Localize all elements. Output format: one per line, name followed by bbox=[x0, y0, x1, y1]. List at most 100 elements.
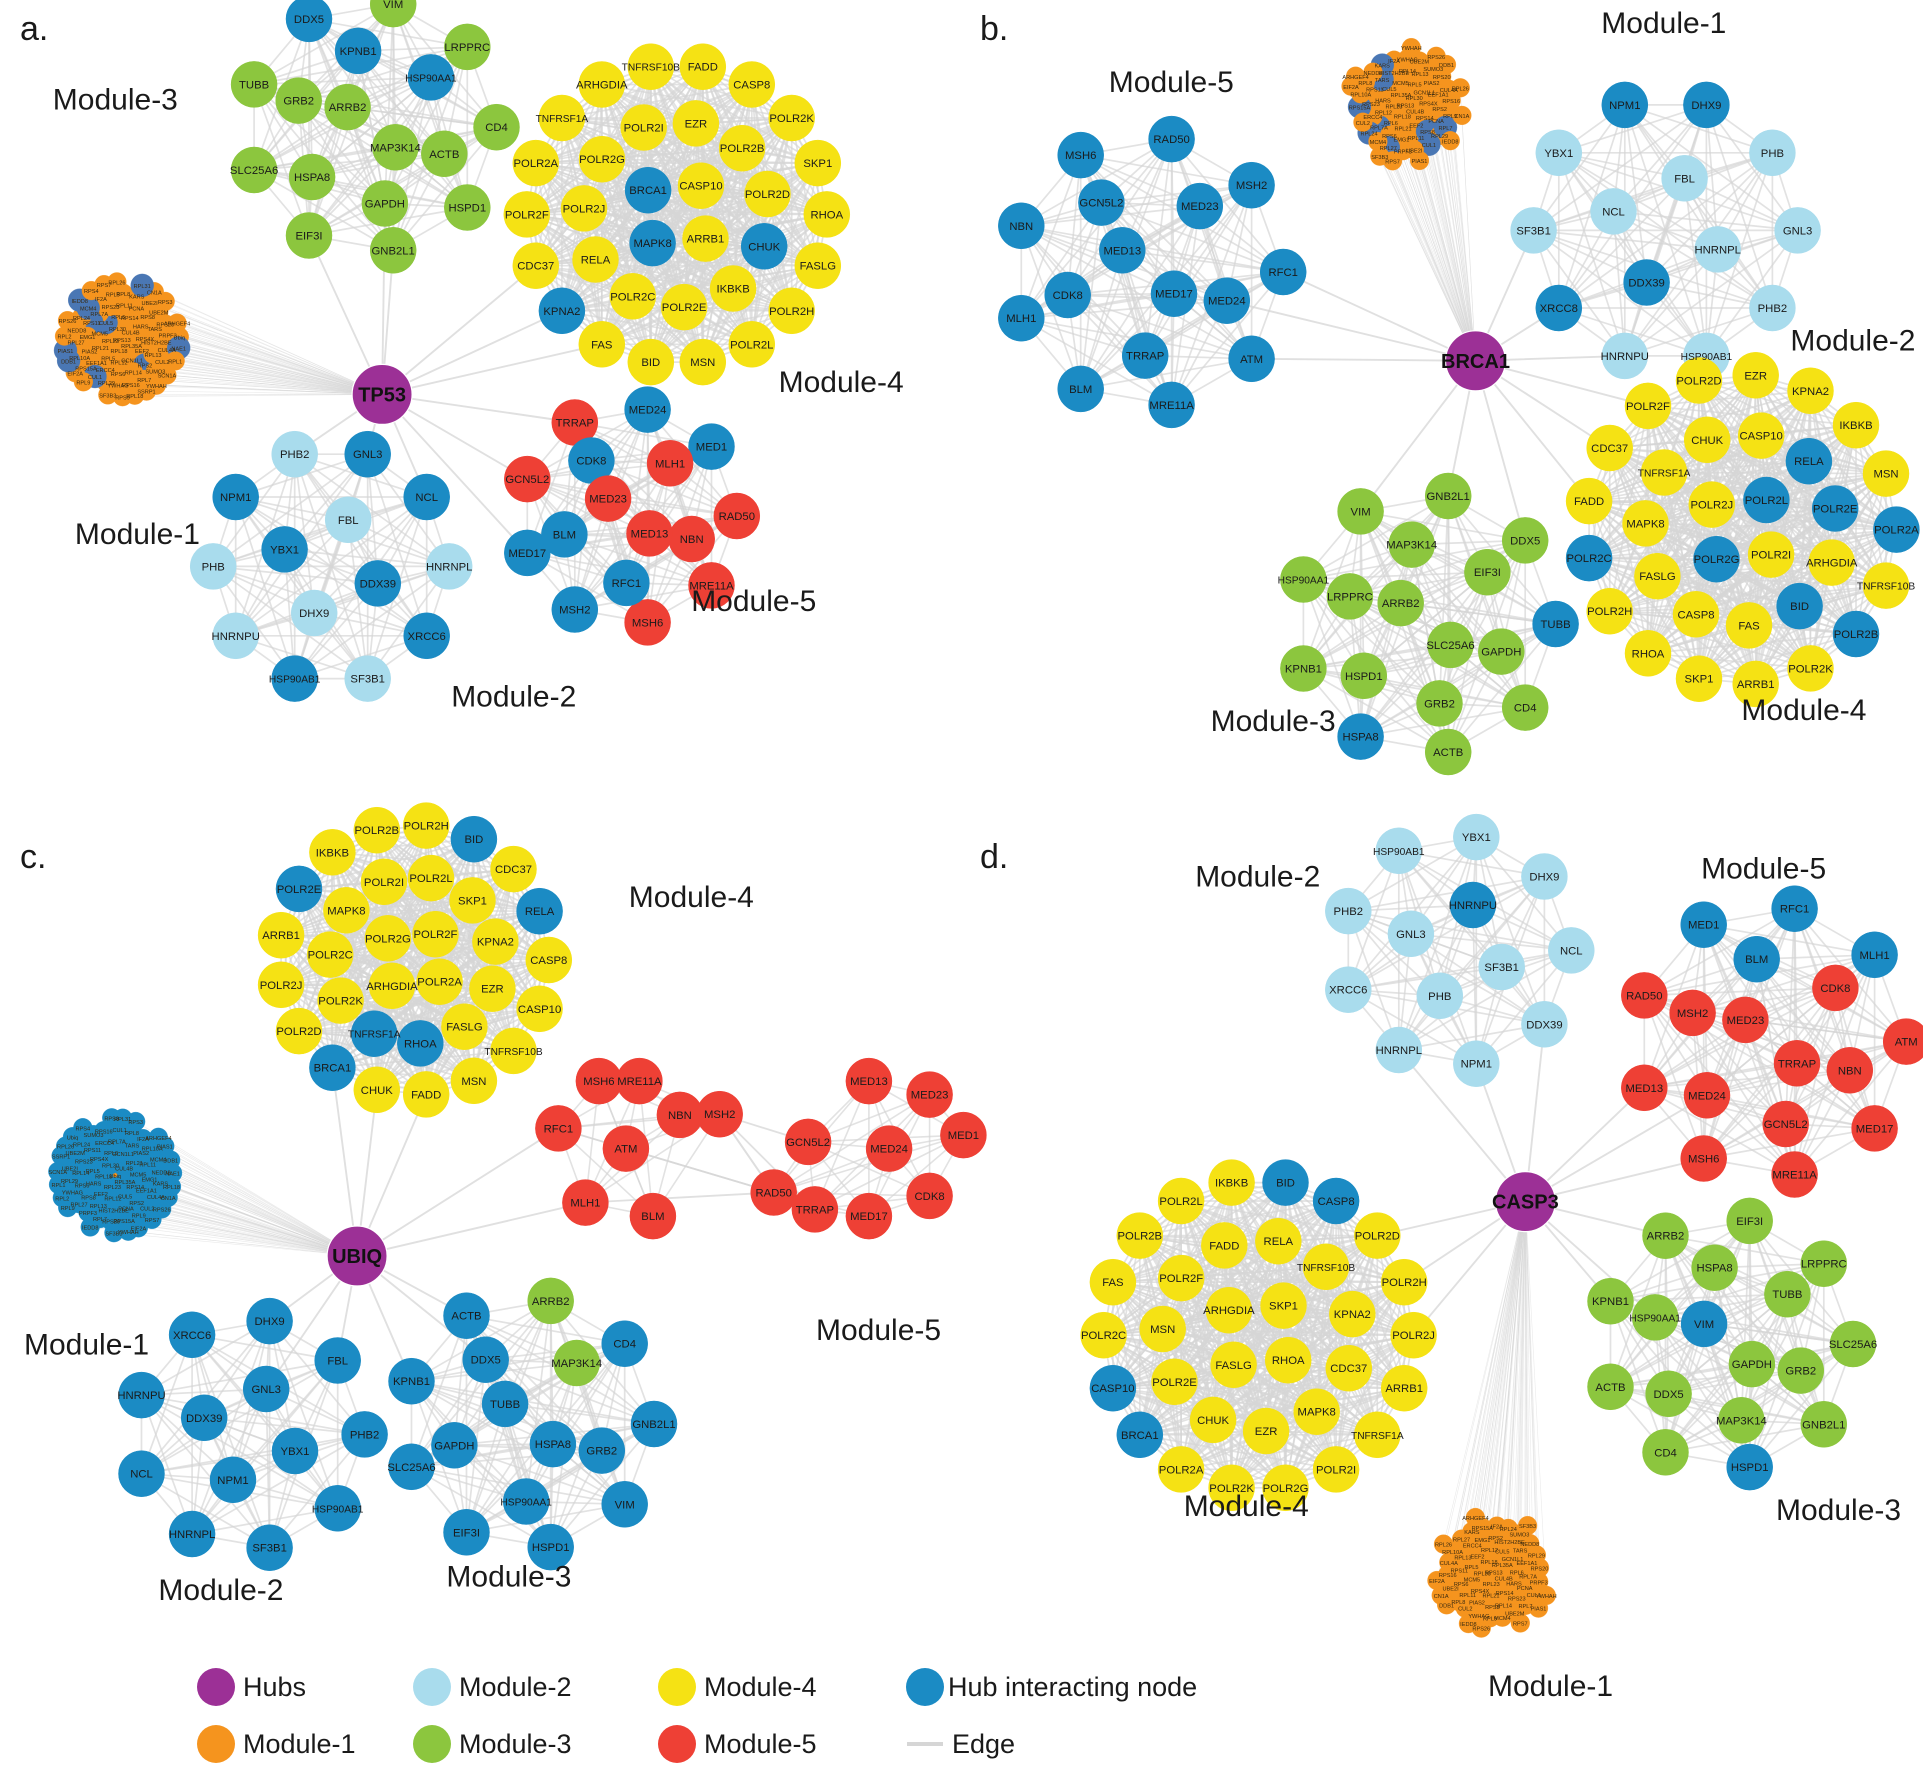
svg-text:ATM: ATM bbox=[1895, 1037, 1918, 1049]
svg-text:CN1A: CN1A bbox=[161, 1196, 176, 1202]
svg-text:BID: BID bbox=[464, 834, 483, 846]
svg-text:CUL1: CUL1 bbox=[112, 1128, 126, 1134]
svg-text:MAPK8: MAPK8 bbox=[1626, 518, 1664, 530]
svg-text:RPL26: RPL26 bbox=[1452, 86, 1469, 92]
svg-text:XRCC6: XRCC6 bbox=[1329, 985, 1367, 997]
svg-text:MAP3K14: MAP3K14 bbox=[1716, 1415, 1767, 1427]
svg-text:RFC1: RFC1 bbox=[1268, 267, 1298, 279]
svg-text:ARRB2: ARRB2 bbox=[1382, 598, 1420, 610]
svg-text:CASP10: CASP10 bbox=[679, 181, 722, 193]
svg-text:MED24: MED24 bbox=[629, 405, 667, 417]
svg-text:RPS11: RPS11 bbox=[83, 321, 100, 327]
svg-text:MED23: MED23 bbox=[1181, 201, 1219, 213]
svg-text:CASP8: CASP8 bbox=[733, 80, 770, 92]
svg-text:FADD: FADD bbox=[411, 1089, 441, 1101]
svg-text:HNRNPL: HNRNPL bbox=[426, 561, 472, 573]
svg-text:Module-1: Module-1 bbox=[243, 1729, 356, 1759]
svg-text:HSPA8: HSPA8 bbox=[535, 1439, 571, 1451]
svg-text:BRCA1: BRCA1 bbox=[629, 185, 667, 197]
svg-text:MSH2: MSH2 bbox=[559, 605, 590, 617]
svg-text:RPS16: RPS16 bbox=[1442, 99, 1460, 105]
svg-text:Module-3: Module-3 bbox=[1776, 1494, 1901, 1527]
svg-text:IKBKB: IKBKB bbox=[1839, 420, 1872, 432]
svg-text:MSH6: MSH6 bbox=[1688, 1154, 1719, 1166]
svg-text:GNB2L1: GNB2L1 bbox=[1427, 491, 1470, 503]
svg-text:RPL30: RPL30 bbox=[102, 1163, 119, 1169]
svg-text:RPL18: RPL18 bbox=[163, 1185, 180, 1191]
svg-text:CDC37: CDC37 bbox=[1330, 1363, 1367, 1375]
svg-text:RPS15A: RPS15A bbox=[1349, 106, 1371, 112]
svg-text:LRPPRC: LRPPRC bbox=[444, 42, 490, 54]
svg-text:POLR2C: POLR2C bbox=[308, 950, 353, 962]
svg-text:GNL3: GNL3 bbox=[353, 449, 383, 461]
svg-text:UBE2M: UBE2M bbox=[149, 310, 169, 316]
svg-text:POLR2A: POLR2A bbox=[514, 158, 559, 170]
svg-text:VIM: VIM bbox=[1351, 506, 1371, 518]
svg-text:TNFRSF10B: TNFRSF10B bbox=[1297, 1263, 1356, 1274]
svg-text:RELA: RELA bbox=[1264, 1236, 1294, 1248]
svg-text:NCL: NCL bbox=[415, 492, 438, 504]
svg-text:GCN5L2: GCN5L2 bbox=[505, 474, 549, 486]
svg-text:HSP90AA1: HSP90AA1 bbox=[1629, 1313, 1681, 1324]
svg-text:BLM: BLM bbox=[641, 1211, 664, 1223]
svg-text:DDB1: DDB1 bbox=[1439, 63, 1454, 69]
svg-text:Module-3: Module-3 bbox=[53, 84, 178, 117]
svg-text:GRB2: GRB2 bbox=[283, 96, 314, 108]
svg-text:POLR2J: POLR2J bbox=[563, 203, 606, 215]
svg-text:Module-2: Module-2 bbox=[158, 1574, 283, 1607]
svg-text:KARS: KARS bbox=[129, 294, 145, 300]
svg-text:CUL5: CUL5 bbox=[1382, 87, 1396, 93]
svg-text:YWHAH: YWHAH bbox=[118, 1230, 139, 1236]
svg-text:RPL24: RPL24 bbox=[73, 1142, 90, 1148]
svg-text:SLC25A6: SLC25A6 bbox=[1426, 640, 1474, 652]
svg-text:RPS2: RPS2 bbox=[1432, 107, 1447, 113]
svg-text:RPL2: RPL2 bbox=[55, 1196, 69, 1202]
svg-text:ACTB: ACTB bbox=[451, 1311, 481, 1323]
svg-text:CD4: CD4 bbox=[1654, 1447, 1677, 1459]
svg-text:SLC25A6: SLC25A6 bbox=[230, 165, 278, 177]
svg-text:Module-2: Module-2 bbox=[451, 680, 576, 713]
svg-text:BID: BID bbox=[1790, 601, 1809, 613]
svg-text:RPL8: RPL8 bbox=[1358, 81, 1372, 87]
svg-text:Module-4: Module-4 bbox=[704, 1672, 817, 1702]
svg-text:KPNB1: KPNB1 bbox=[393, 1376, 430, 1388]
svg-text:ERCC4: ERCC4 bbox=[96, 368, 115, 374]
svg-text:IEDD8: IEDD8 bbox=[71, 299, 87, 305]
svg-text:HSP90AB1: HSP90AB1 bbox=[312, 1504, 364, 1515]
svg-text:IEDD8: IEDD8 bbox=[1442, 139, 1458, 145]
svg-text:HSPA8: HSPA8 bbox=[294, 172, 330, 184]
svg-text:MED23: MED23 bbox=[911, 1090, 949, 1102]
svg-text:CD4: CD4 bbox=[613, 1339, 636, 1351]
svg-text:MRE11A: MRE11A bbox=[1149, 400, 1194, 412]
svg-text:RPL23: RPL23 bbox=[1483, 1582, 1500, 1588]
svg-text:POLR2L: POLR2L bbox=[1159, 1196, 1202, 1208]
svg-text:RFC1: RFC1 bbox=[612, 578, 642, 590]
svg-text:PHB2: PHB2 bbox=[280, 449, 310, 461]
svg-text:MSH2: MSH2 bbox=[1677, 1008, 1708, 1020]
svg-text:GNB2L1: GNB2L1 bbox=[632, 1419, 675, 1431]
svg-text:RPL30: RPL30 bbox=[109, 327, 126, 333]
svg-text:GNL3: GNL3 bbox=[251, 1384, 281, 1396]
svg-text:NEDD8: NEDD8 bbox=[1520, 1542, 1539, 1548]
svg-text:RPL26: RPL26 bbox=[57, 1145, 74, 1151]
svg-text:PHB2: PHB2 bbox=[1334, 906, 1364, 918]
svg-text:IKBKB: IKBKB bbox=[1215, 1178, 1248, 1190]
svg-text:MSN: MSN bbox=[461, 1076, 486, 1088]
svg-text:RPL21: RPL21 bbox=[1395, 126, 1412, 132]
svg-text:DDX5: DDX5 bbox=[1654, 1389, 1684, 1401]
svg-text:IKBKB: IKBKB bbox=[316, 847, 349, 859]
svg-text:DDB1: DDB1 bbox=[1439, 1603, 1454, 1609]
svg-text:CUL5: CUL5 bbox=[99, 321, 113, 327]
svg-text:RPS26: RPS26 bbox=[1472, 1627, 1490, 1633]
svg-text:GRB2: GRB2 bbox=[1424, 698, 1455, 710]
svg-text:HSPD1: HSPD1 bbox=[1731, 1462, 1769, 1474]
svg-text:EEF2: EEF2 bbox=[1471, 1554, 1485, 1560]
svg-text:DHX9: DHX9 bbox=[255, 1316, 285, 1328]
svg-text:Ubiq: Ubiq bbox=[174, 335, 186, 341]
svg-text:FADD: FADD bbox=[1209, 1240, 1239, 1252]
svg-text:YWHAG: YWHAG bbox=[1397, 58, 1418, 64]
svg-text:ARRB1: ARRB1 bbox=[262, 930, 300, 942]
svg-text:CN1A: CN1A bbox=[1434, 1594, 1449, 1600]
svg-text:RPL8: RPL8 bbox=[125, 1131, 139, 1137]
svg-text:POLR2C: POLR2C bbox=[610, 291, 655, 303]
